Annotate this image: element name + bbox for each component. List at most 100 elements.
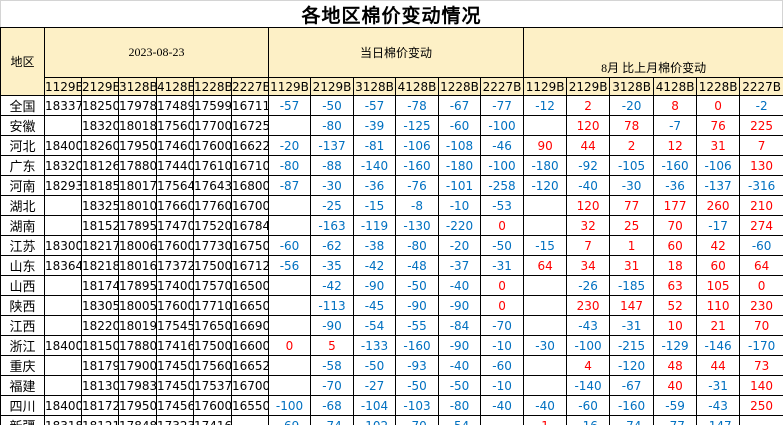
daily-change-cell: -25: [310, 195, 354, 216]
monthly-change-cell: 32: [566, 215, 611, 236]
daily-change-cell: -27: [353, 375, 396, 396]
page-title: 各地区棉价变动情况: [301, 5, 482, 27]
daily-change-cell: -8: [395, 195, 439, 216]
price-cell: 18218: [81, 255, 119, 276]
price-cell: 17416: [156, 335, 194, 356]
price-cell: 16710: [231, 155, 269, 176]
region-cell: 湖南: [0, 215, 45, 236]
table-row: 湖北 18325 18010 17660 17760 16700 -25 -15 -8 -10 -5…: [0, 195, 783, 216]
monthly-change-cell: 12: [653, 135, 698, 156]
daily-change-cell: -15: [353, 195, 396, 216]
price-cell: 17643: [193, 175, 232, 196]
daily-change-cell: -103: [395, 395, 439, 416]
region-cell: 山西: [0, 275, 45, 296]
monthly-change-cell: 1: [609, 235, 655, 256]
monthly-change-cell: 225: [739, 115, 783, 136]
monthly-change-cell: -67: [609, 375, 655, 396]
price-cell: 16622: [231, 135, 269, 156]
daily-change-cell: -60: [268, 235, 311, 256]
monthly-change-cell: -31: [609, 315, 655, 336]
daily-change-cell: -56: [268, 255, 311, 276]
monthly-change-cell: 105: [696, 275, 741, 296]
price-cell: 18019: [118, 315, 157, 336]
price-cell: 18010: [118, 195, 157, 216]
daily-change-cell: -119: [353, 215, 396, 236]
region-cell: 四川: [0, 395, 45, 416]
monthly-change-cell: 63: [653, 275, 698, 296]
monthly-change-cell: 78: [609, 115, 655, 136]
monthly-change-cell: 60: [696, 255, 741, 276]
daily-change-cell: -163: [310, 215, 354, 236]
region-cell: 陕西: [0, 295, 45, 316]
monthly-change-cell: 1: [523, 415, 568, 425]
daily-change-cell: 0: [479, 295, 525, 316]
price-cell: 18318: [44, 415, 82, 425]
price-cell: [44, 375, 82, 396]
price-cell: [44, 275, 82, 296]
daily-change-cell: -133: [353, 335, 396, 356]
price-cell: 17500: [193, 335, 232, 356]
price-cell: 18130: [81, 375, 119, 396]
price-cell: 17599: [193, 95, 232, 116]
daily-change-cell: -90: [310, 315, 354, 336]
monthly-change-cell: 0: [696, 95, 741, 116]
daily-change-cell: -42: [353, 255, 396, 276]
monthly-change-cell: 77: [609, 195, 655, 216]
price-cell: 17660: [156, 195, 194, 216]
table-row: 湖南 18152 17895 17470 17520 16784 -163 -119 -130-…: [0, 215, 783, 236]
daily-change-cell: -87: [268, 175, 311, 196]
region-cell: 山东: [0, 255, 45, 276]
price-cell: 16700: [231, 195, 269, 216]
price-cell: 17440: [156, 155, 194, 176]
monthly-change-cell: 44: [566, 135, 611, 156]
region-cell: 湖北: [0, 195, 45, 216]
monthly-change-cell: [523, 315, 568, 336]
price-cell: 16700: [231, 375, 269, 396]
monthly-change-cell: -92: [566, 155, 611, 176]
daily-change-cell: -108: [438, 135, 481, 156]
region-cell: 广东: [0, 155, 45, 176]
grade-column-header: 1228B: [696, 77, 741, 96]
table-row: 新疆1831818121178481732317416-69-74-102-70…: [0, 415, 783, 425]
price-cell: 17489: [156, 95, 194, 116]
monthly-change-cell: 2: [609, 135, 655, 156]
price-cell: 16600: [231, 335, 269, 356]
daily-change-cell: -40: [479, 395, 525, 416]
daily-change-cell: -74: [310, 415, 354, 425]
price-cell: 18006: [118, 235, 157, 256]
price-cell: 16750: [231, 235, 269, 256]
monthly-change-cell: 8: [653, 95, 698, 116]
price-cell: 16500: [231, 275, 269, 296]
group-header-date: 2023-08-23: [44, 27, 269, 78]
table-row: 江西 18220 18019 17545 17650 16690 -90 -54 -55 -84-…: [0, 315, 783, 336]
monthly-change-cell: [739, 415, 783, 425]
daily-change-cell: -81: [353, 135, 396, 156]
table-row: 河南 18293 18185 18017 17564 17643 16800 -87 -30 -3…: [0, 175, 783, 196]
price-cell: 17545: [156, 315, 194, 336]
monthly-change-cell: [523, 295, 568, 316]
monthly-change-cell: 34: [566, 255, 611, 276]
monthly-change-cell: -40: [566, 175, 611, 196]
daily-change-cell: -57: [268, 95, 311, 116]
monthly-change-cell: -120: [523, 175, 568, 196]
monthly-change-cell: 18: [653, 255, 698, 276]
table-row: 浙江 18400 18150 17880 17416 17500 16600 0 5 -133 -1…: [0, 335, 783, 356]
price-cell: [44, 355, 82, 376]
region-column-header: 地区: [0, 27, 45, 96]
price-cell: 16652: [231, 355, 269, 376]
monthly-change-cell: 250: [739, 395, 783, 416]
region-cell: 浙江: [0, 335, 45, 356]
price-cell: 17600: [193, 395, 232, 416]
region-cell: 全国: [0, 95, 45, 116]
daily-change-cell: -80: [310, 115, 354, 136]
price-cell: 17564: [156, 175, 194, 196]
daily-change-cell: -57: [353, 95, 396, 116]
monthly-change-cell: 274: [739, 215, 783, 236]
monthly-change-cell: 210: [739, 195, 783, 216]
region-cell: 重庆: [0, 355, 45, 376]
daily-change-cell: -258: [479, 175, 525, 196]
monthly-change-cell: -74: [609, 415, 655, 425]
daily-change-cell: -60: [479, 355, 525, 376]
daily-change-cell: -62: [310, 235, 354, 256]
